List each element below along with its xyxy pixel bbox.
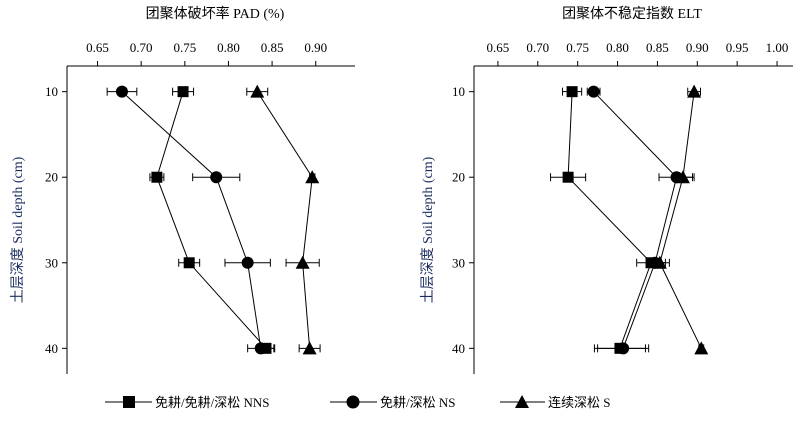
x-tick-label: 0.90 [686,40,709,55]
data-point-triangle [250,84,265,98]
series-line-circle [593,91,678,349]
legend-item-s: 连续深松 S [500,395,610,410]
series-line-circle [121,91,262,349]
data-point-square [151,171,163,183]
data-point-triangle [305,170,320,184]
legend-item-ns: 免耕/深松 NS [330,395,455,410]
y-tick-label: 30 [45,255,58,270]
chart-title: 团聚体不稳定指数 ELT [562,6,702,22]
x-tick-label: 0.70 [130,40,153,55]
legend-item-nns: 免耕/免耕/深松 NNS [105,395,269,410]
y-tick-label: 40 [45,341,58,356]
chart-panel-pad: 0.65 0.70 0.75 0.80 0.85 0.90 10 20 30 40 团聚体破坏率 P… [10,5,355,374]
y-tick-label: 10 [452,84,465,99]
legend-marker-square [123,396,135,408]
data-point-triangle [652,255,667,269]
x-tick-label: 0.85 [261,40,284,55]
data-point-circle [587,85,600,98]
chart-panel-elt: 0.65 0.70 0.75 0.80 0.85 0.90 0.95 1.00 10 20 30 40… [420,6,793,374]
data-point-circle [241,256,254,269]
legend-marker-triangle [515,395,529,408]
x-tick-label: 1.00 [766,40,789,55]
series-triangle [649,84,709,355]
data-point-square [177,86,189,98]
series-line-triangle [659,91,702,349]
y-tick-label: 20 [452,170,465,185]
legend-label-s: 连续深松 S [548,395,610,410]
data-point-square [562,171,574,183]
legend-marker-circle [346,395,360,409]
y-tick-label: 40 [452,341,465,356]
series-circle [106,85,275,355]
series-line-triangle [256,91,313,349]
x-tick-label: 0.85 [646,40,669,55]
y-tick-label: 10 [45,84,58,99]
x-tick-label: 0.65 [487,40,510,55]
x-tick-label: 0.80 [217,40,240,55]
data-point-circle [210,171,223,184]
data-point-triangle [675,170,690,184]
data-point-triangle [687,84,702,98]
y-tick-label: 20 [45,170,58,185]
series-triangle [246,84,321,355]
series-circle [586,85,695,355]
y-axis-label: 土层深度 Soil depth (cm) [10,156,26,303]
x-tick-label: 0.65 [86,40,109,55]
data-point-triangle [694,341,709,355]
y-axis-label: 土层深度 Soil depth (cm) [420,156,436,303]
x-tick-label: 0.80 [606,40,629,55]
series-line-square [567,91,652,349]
chart-title: 团聚体破坏率 PAD (%) [146,5,285,22]
series-square [550,86,666,354]
data-point-circle [254,342,267,355]
data-point-circle [115,85,128,98]
data-point-triangle [295,255,310,269]
data-point-square [183,257,195,269]
x-tick-label: 0.70 [526,40,549,55]
legend-label-ns: 免耕/深松 NS [380,395,455,410]
data-point-square [566,86,578,98]
x-tick-label: 0.75 [566,40,589,55]
data-point-circle [617,342,630,355]
data-point-triangle [302,341,317,355]
legend-label-nns: 免耕/免耕/深松 NNS [155,395,269,410]
series-line-square [156,91,267,349]
series-square [149,86,276,354]
x-tick-label: 0.95 [726,40,749,55]
legend: 免耕/免耕/深松 NNS 免耕/深松 NS 连续深松 S [105,395,610,410]
x-tick-label: 0.90 [304,40,327,55]
x-tick-label: 0.75 [173,40,196,55]
y-tick-label: 30 [452,255,465,270]
